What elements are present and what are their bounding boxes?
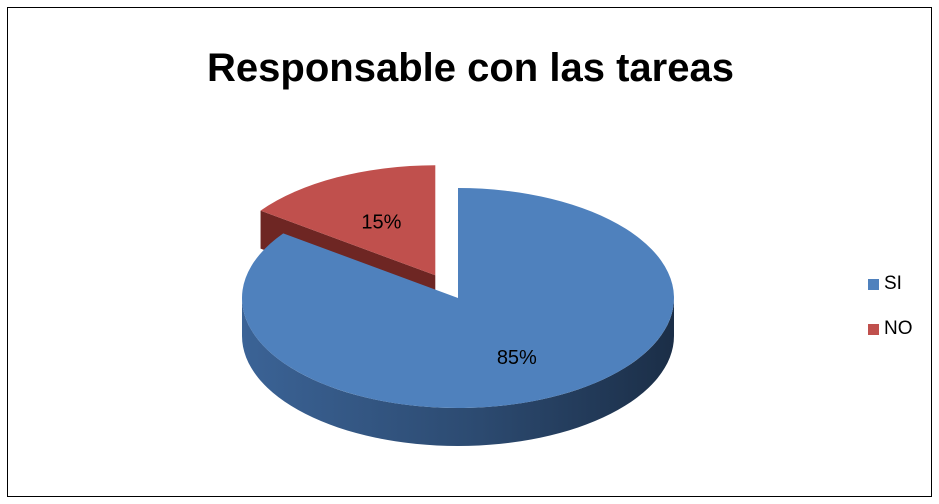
legend-label-no: NO xyxy=(884,318,913,339)
legend-swatch-si xyxy=(868,278,879,290)
chart-title: Responsable con las tareas xyxy=(207,46,734,90)
pie-slice-no xyxy=(260,165,436,276)
pie-slice-si xyxy=(241,188,674,408)
legend-item-si: SI xyxy=(868,273,902,295)
data-label-no: 15% xyxy=(361,211,401,233)
legend-item-no: NO xyxy=(868,318,913,340)
pie-side-si xyxy=(242,298,674,446)
legend-label-si: SI xyxy=(884,273,902,294)
data-label-si: 85% xyxy=(497,347,537,369)
legend-swatch-no xyxy=(868,323,879,335)
